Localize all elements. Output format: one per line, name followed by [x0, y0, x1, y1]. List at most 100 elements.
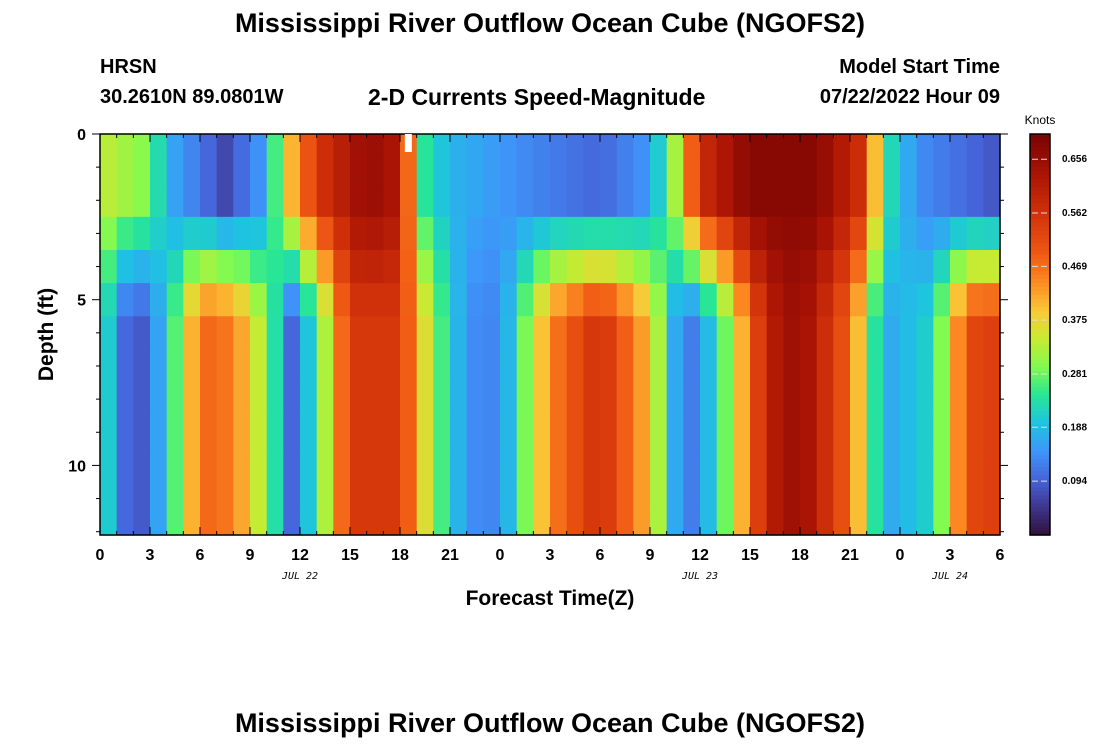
heatmap-cell — [683, 134, 701, 157]
heatmap-cell — [566, 249, 584, 284]
heatmap-cell — [800, 156, 818, 186]
heatmap-cell — [666, 134, 684, 157]
heatmap-cell — [116, 283, 134, 317]
heatmap-cell — [166, 316, 184, 351]
heatmap-cell — [416, 134, 434, 157]
heatmap-cell — [650, 448, 668, 483]
heatmap-cell — [516, 510, 534, 536]
heatmap-cell — [683, 448, 701, 483]
heatmap-cell — [433, 216, 451, 251]
colorbar-segment — [1030, 342, 1050, 348]
heatmap-cell — [133, 316, 151, 351]
heatmap-cell — [850, 156, 868, 186]
heatmap-cell — [883, 415, 901, 450]
heatmap-cell — [833, 481, 851, 512]
heatmap-cell — [316, 156, 334, 186]
heatmap-cell — [733, 283, 751, 317]
heatmap-cell — [400, 216, 418, 251]
heatmap-cell — [633, 185, 651, 218]
x-tick-label: 3 — [546, 547, 555, 564]
heatmap-cell — [133, 448, 151, 483]
heatmap-cell — [283, 249, 301, 284]
heatmap-cell — [633, 216, 651, 251]
heatmap-cell — [833, 448, 851, 483]
heatmap-cell — [616, 249, 634, 284]
date-label: JUL 22 — [281, 571, 318, 582]
heatmap-cell — [816, 249, 834, 284]
heatmap-cell — [816, 216, 834, 251]
x-axis-label: Forecast Time(Z) — [466, 587, 635, 610]
heatmap-cell — [666, 481, 684, 512]
heatmap-cell — [716, 510, 734, 536]
x-tick-label: 0 — [496, 547, 505, 564]
heatmap-cell — [183, 156, 201, 186]
heatmap-cell — [116, 349, 134, 384]
heatmap-cell — [466, 349, 484, 384]
heatmap-cell — [733, 249, 751, 284]
colorbar-segment — [1030, 506, 1050, 512]
heatmap-cell — [500, 316, 518, 351]
colorbar-segment — [1030, 510, 1050, 516]
heatmap-cell — [333, 316, 351, 351]
heatmap-cell — [983, 382, 1001, 417]
heatmap-cell — [366, 216, 384, 251]
heatmap-cell — [650, 415, 668, 450]
date-label: JUL 23 — [681, 571, 718, 582]
heatmap-cell — [750, 283, 768, 317]
colorbar-segment — [1030, 158, 1050, 163]
heatmap-cell — [516, 283, 534, 317]
heatmap-cell — [250, 283, 268, 317]
colorbar-segment — [1030, 262, 1050, 267]
heatmap-cell — [900, 382, 918, 417]
heatmap-cell — [866, 216, 884, 251]
heatmap-cell — [333, 216, 351, 251]
heatmap-cell — [216, 156, 234, 186]
heatmap-cell — [666, 316, 684, 351]
heatmap-cell — [166, 349, 184, 384]
heatmap-cell — [250, 510, 268, 536]
colorbar-segment — [1030, 302, 1050, 308]
heatmap-cell — [450, 134, 468, 157]
heatmap-cell — [750, 134, 768, 157]
heatmap-cell — [183, 283, 201, 317]
heatmap-cell — [566, 349, 584, 384]
heatmap-cell — [783, 382, 801, 417]
colorbar-unit-label: Knots — [1025, 113, 1056, 127]
heatmap-cell — [316, 415, 334, 450]
heatmap-cell — [633, 283, 651, 317]
colorbar-segment — [1030, 486, 1050, 492]
heatmap-cell — [200, 481, 218, 512]
heatmap-cell — [233, 415, 251, 450]
heatmap-cell — [266, 382, 284, 417]
heatmap-cell — [616, 349, 634, 384]
heatmap-cell — [666, 283, 684, 317]
heatmap-cell — [333, 283, 351, 317]
heatmap-cell — [683, 382, 701, 417]
heatmap-cell — [266, 156, 284, 186]
heatmap-cell — [300, 249, 318, 284]
heatmap-cell — [250, 316, 268, 351]
heatmap-cell — [183, 349, 201, 384]
heatmap-cell — [933, 415, 951, 450]
colorbar-segment — [1030, 446, 1050, 452]
heatmap-cell — [450, 185, 468, 218]
heatmap-cell — [300, 134, 318, 157]
heatmap-cell — [616, 185, 634, 218]
heatmap-cell — [533, 448, 551, 483]
heatmap-cell — [233, 448, 251, 483]
heatmap-cell — [516, 415, 534, 450]
heatmap-cell — [833, 316, 851, 351]
heatmap-cell — [216, 316, 234, 351]
heatmap-cell — [716, 448, 734, 483]
heatmap-cell — [766, 283, 784, 317]
heatmap-cell — [416, 481, 434, 512]
heatmap-cell — [500, 448, 518, 483]
heatmap-cell — [250, 382, 268, 417]
heatmap-cell — [850, 382, 868, 417]
heatmap-cell — [116, 134, 134, 157]
heatmap-cell — [133, 283, 151, 317]
heatmap-cell — [866, 185, 884, 218]
heatmap-cell — [283, 382, 301, 417]
heatmap-cell — [550, 510, 568, 536]
heatmap-cell — [283, 316, 301, 351]
